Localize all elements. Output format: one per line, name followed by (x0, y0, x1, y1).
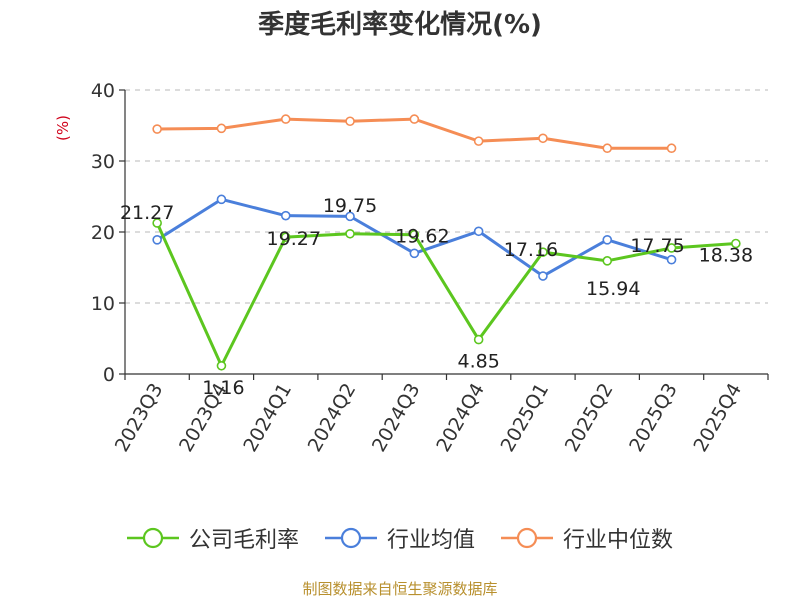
x-tick-label: 2025Q1 (497, 380, 554, 456)
data-label: 19.62 (395, 226, 449, 248)
data-point (409, 114, 420, 124)
data-label: 18.38 (699, 245, 753, 267)
data-label: 4.85 (457, 351, 499, 373)
data-point (538, 247, 548, 257)
x-tick-label: 2024Q3 (368, 380, 425, 456)
legend-marker-circle (142, 527, 164, 549)
series-line (155, 222, 736, 368)
x-tick-label: 2025Q3 (625, 380, 682, 456)
data-point (666, 143, 677, 154)
data-point (731, 238, 741, 249)
data-point (280, 210, 291, 221)
series-lines (152, 114, 741, 371)
data-point (216, 123, 227, 134)
data-label: 17.75 (630, 235, 684, 257)
legend-label: 行业均值 (386, 528, 475, 553)
source-note: 制图数据来自恒生聚源数据库 (302, 580, 498, 598)
data-point (152, 235, 162, 245)
y-tick-label: 0 (103, 364, 115, 386)
data-label: 21.27 (120, 202, 174, 224)
legend-label: 公司毛利率 (188, 528, 299, 553)
data-point (602, 143, 613, 154)
data-label: 19.27 (267, 228, 321, 250)
data-point (216, 360, 227, 371)
legend-item[interactable]: 行业均值 (324, 522, 475, 554)
legend-item[interactable]: 公司毛利率 (126, 522, 299, 554)
data-point (280, 114, 291, 124)
data-point (666, 254, 677, 265)
data-point (538, 271, 548, 281)
y-tick-label: 10 (91, 293, 115, 315)
data-point (473, 334, 484, 345)
data-label: 17.16 (504, 239, 558, 261)
chart-title: 季度毛利率变化情况(%) (258, 10, 542, 40)
legend-marker-icon (324, 527, 377, 549)
legend-label: 行业中位数 (563, 528, 674, 553)
legend-marker-icon (126, 527, 179, 549)
x-tick-label: 2024Q1 (239, 380, 296, 456)
data-label: 1.16 (202, 377, 244, 399)
y-tick-label: 40 (91, 80, 115, 102)
legend-item[interactable]: 行业中位数 (501, 522, 673, 554)
data-point (345, 116, 355, 127)
data-point (473, 226, 484, 237)
data-label: 15.94 (586, 278, 640, 300)
data-point (345, 228, 355, 239)
data-point (152, 218, 162, 228)
data-point (409, 229, 420, 240)
data-point (216, 194, 227, 205)
grid-lines (125, 89, 768, 304)
data-point (280, 232, 291, 242)
y-axis-unit: (%) (54, 115, 72, 141)
x-tick-label: 2025Q4 (689, 380, 746, 456)
data-label: 19.75 (323, 195, 377, 217)
x-tick-label: 2023Q3 (111, 380, 168, 456)
legend-marker-icon (501, 527, 553, 549)
data-point (152, 124, 162, 134)
x-tick-label: 2025Q2 (561, 380, 618, 456)
y-tick-label: 30 (91, 151, 115, 173)
legend-marker-circle (516, 527, 538, 549)
data-point (345, 211, 355, 222)
data-point (409, 248, 420, 259)
x-tick-label: 2024Q4 (432, 380, 489, 456)
data-point (602, 235, 613, 245)
data-point (538, 133, 548, 144)
data-point (602, 256, 613, 266)
data-point (473, 136, 484, 146)
data-point (666, 243, 677, 253)
legend-marker-circle (340, 527, 362, 549)
x-tick-label: 2024Q2 (304, 380, 361, 456)
legend: 公司毛利率 行业均值 行业中位数 (0, 518, 800, 558)
y-tick-label: 20 (91, 222, 115, 244)
